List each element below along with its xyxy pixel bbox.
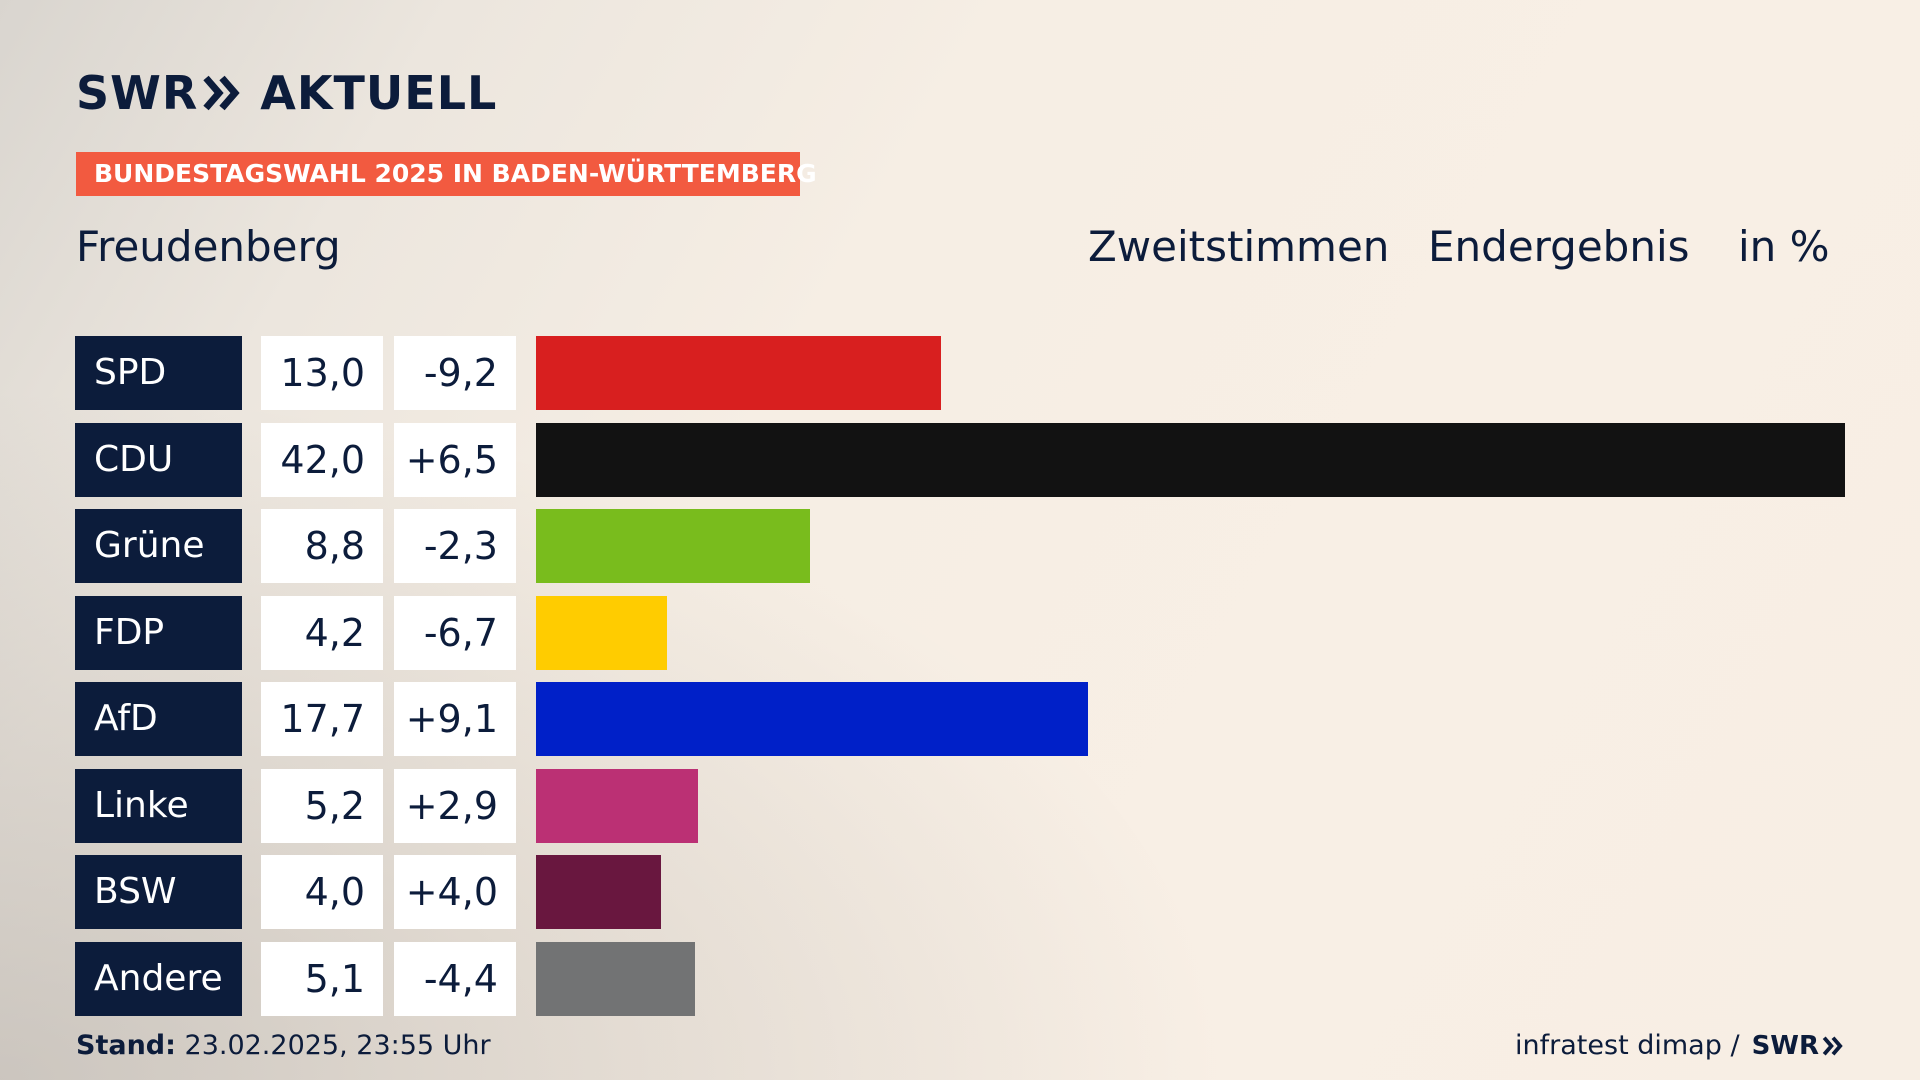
- vote-share-value: 13,0: [261, 336, 383, 410]
- vote-type-label: Zweitstimmen: [1088, 222, 1390, 271]
- unit-label: in %: [1738, 222, 1830, 271]
- vote-change-value: +2,9: [394, 768, 516, 843]
- party-label: FDP: [75, 595, 242, 670]
- result-bar: [536, 682, 1088, 756]
- footer-swr-logo: SWR: [1752, 1031, 1844, 1061]
- result-bar: [536, 941, 695, 1016]
- vote-share-value: 42,0: [261, 422, 383, 497]
- vote-change-value: -2,3: [394, 509, 516, 583]
- result-bar: [536, 422, 1845, 497]
- result-bar: [536, 336, 941, 410]
- vote-share-value: 4,2: [261, 595, 383, 670]
- result-row: BSW 4,0 +4,0: [75, 855, 1845, 929]
- footer-double-chevron-icon: [1822, 1035, 1843, 1056]
- vote-change-value: +4,0: [394, 855, 516, 929]
- party-label: SPD: [75, 336, 242, 410]
- result-bar: [536, 509, 810, 583]
- footer-swr-text: SWR: [1751, 1030, 1819, 1061]
- party-label: CDU: [75, 422, 242, 497]
- swr-aktuell-logo: SWR AKTUELL: [76, 66, 497, 120]
- logo-aktuell-text: AKTUELL: [260, 66, 498, 120]
- logo-swr-text: SWR: [76, 66, 199, 120]
- place-title: Freudenberg: [76, 222, 341, 271]
- timestamp: Stand: 23.02.2025, 23:55 Uhr: [76, 1030, 491, 1061]
- result-row: AfD 17,7 +9,1: [75, 682, 1845, 756]
- vote-share-value: 5,2: [261, 768, 383, 843]
- party-label: Grüne: [75, 509, 242, 583]
- stand-label: Stand:: [76, 1030, 176, 1061]
- source-text: infratest dimap /: [1515, 1030, 1740, 1061]
- vote-share-value: 17,7: [261, 682, 383, 756]
- vote-change-value: +6,5: [394, 422, 516, 497]
- result-row: SPD 13,0 -9,2: [75, 336, 1845, 410]
- result-bar: [536, 595, 667, 670]
- election-subtitle-banner: BUNDESTAGSWAHL 2025 IN BADEN-WÜRTTEMBERG: [76, 152, 817, 196]
- result-row: FDP 4,2 -6,7: [75, 595, 1845, 670]
- party-label: Linke: [75, 768, 242, 843]
- party-label: AfD: [75, 682, 242, 756]
- double-chevron-right-icon: [203, 75, 240, 111]
- party-label: BSW: [75, 855, 242, 929]
- vote-change-value: -6,7: [394, 595, 516, 670]
- result-bar: [536, 768, 698, 843]
- vote-share-value: 5,1: [261, 941, 383, 1016]
- result-bar: [536, 855, 661, 929]
- party-label: Andere: [75, 941, 242, 1016]
- result-row: Andere 5,1 -4,4: [75, 941, 1845, 1016]
- vote-share-value: 4,0: [261, 855, 383, 929]
- result-row: Grüne 8,8 -2,3: [75, 509, 1845, 583]
- vote-change-value: -9,2: [394, 336, 516, 410]
- source-credit: infratest dimap / SWR: [1515, 1030, 1844, 1061]
- result-row: Linke 5,2 +2,9: [75, 768, 1845, 843]
- vote-change-value: +9,1: [394, 682, 516, 756]
- stand-value: 23.02.2025, 23:55 Uhr: [184, 1030, 491, 1061]
- vote-share-value: 8,8: [261, 509, 383, 583]
- vote-change-value: -4,4: [394, 941, 516, 1016]
- result-row: CDU 42,0 +6,5: [75, 422, 1845, 497]
- result-type-label: Endergebnis: [1428, 222, 1690, 271]
